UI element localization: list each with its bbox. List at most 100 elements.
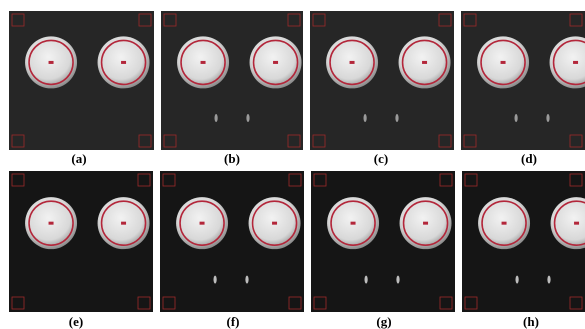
corner-box	[288, 173, 302, 187]
specimen-mark	[363, 114, 367, 123]
dish	[550, 197, 585, 250]
corner-box	[569, 173, 583, 187]
corner-box	[11, 173, 25, 187]
panel-e-image	[9, 171, 153, 312]
specimen-mark	[396, 275, 400, 284]
panel-h-image	[462, 171, 585, 312]
corner-box	[11, 134, 25, 148]
caption-h: (h)	[523, 314, 539, 329]
panel-b-image	[161, 11, 303, 150]
dish-ring	[481, 200, 527, 246]
dish-ring	[480, 39, 526, 86]
dish-marker	[349, 60, 355, 64]
corner-box	[569, 13, 583, 27]
corner-box	[569, 296, 583, 310]
dish-marker	[48, 60, 54, 64]
caption-f: (f)	[226, 314, 240, 329]
corner-box	[463, 134, 477, 148]
dish-ring	[100, 200, 147, 246]
corner-box	[463, 13, 477, 27]
corner-box	[137, 296, 151, 310]
corner-box	[464, 173, 478, 187]
corner-box	[162, 173, 176, 187]
dish-ring	[252, 39, 299, 86]
specimen-mark	[364, 275, 368, 284]
corner-box	[138, 134, 152, 148]
panel-a	[9, 11, 154, 150]
corner-box	[439, 296, 453, 310]
dish-ring	[553, 200, 585, 246]
caption-g: (g)	[376, 314, 392, 329]
corner-box	[438, 13, 452, 27]
dish-ring	[402, 200, 449, 246]
dish	[549, 36, 585, 89]
corner-box	[439, 173, 453, 187]
dish-marker	[350, 221, 356, 225]
corner-box	[11, 13, 25, 27]
dish-ring	[251, 200, 298, 246]
corner-box	[438, 134, 452, 148]
panel-d	[461, 11, 585, 150]
panel-a-image	[9, 11, 154, 150]
corner-box	[569, 134, 583, 148]
specimen-mark	[246, 114, 250, 123]
caption-c: (c)	[373, 151, 389, 166]
dish-marker	[199, 221, 205, 225]
specimen-mark	[515, 275, 519, 284]
dish-marker	[200, 60, 206, 64]
caption-a: (a)	[71, 151, 87, 166]
caption-e: (e)	[68, 314, 84, 329]
dish-marker	[422, 60, 428, 64]
specimen-mark	[245, 275, 249, 284]
dish-marker	[48, 221, 54, 225]
panel-b	[161, 11, 303, 150]
specimen-mark	[395, 114, 399, 123]
specimen-mark	[547, 275, 551, 284]
dish-ring	[180, 39, 226, 86]
dish-marker	[573, 60, 579, 64]
caption-d: (d)	[521, 151, 537, 166]
corner-box	[162, 296, 176, 310]
dish-ring	[28, 39, 74, 86]
specimen-mark	[213, 275, 217, 284]
corner-box	[287, 134, 301, 148]
panel-g-image	[311, 171, 455, 312]
dish-marker	[273, 60, 279, 64]
dish-marker	[500, 60, 506, 64]
panel-g	[311, 171, 455, 312]
corner-box	[137, 173, 151, 187]
panel-h	[462, 171, 585, 312]
dish-ring	[552, 39, 585, 86]
corner-box	[312, 134, 326, 148]
corner-box	[464, 296, 478, 310]
dish-ring	[329, 39, 375, 86]
panel-f-image	[160, 171, 304, 312]
specimen-mark	[514, 114, 518, 123]
dish-marker	[121, 60, 127, 64]
caption-b: (b)	[224, 151, 240, 166]
specimen-mark	[546, 114, 550, 123]
panel-e	[9, 171, 153, 312]
corner-box	[313, 296, 327, 310]
dish-marker	[423, 221, 429, 225]
dish-marker	[121, 221, 127, 225]
corner-box	[312, 13, 326, 27]
specimen-mark	[214, 114, 218, 123]
dish-marker	[501, 221, 507, 225]
corner-box	[313, 173, 327, 187]
corner-box	[11, 296, 25, 310]
dish-ring	[28, 200, 74, 246]
dish-ring	[179, 200, 225, 246]
panel-f	[160, 171, 304, 312]
corner-box	[163, 13, 177, 27]
dish-ring	[401, 39, 448, 86]
dish-ring	[100, 39, 147, 86]
dish-marker	[574, 221, 580, 225]
dish-ring	[330, 200, 376, 246]
corner-box	[287, 13, 301, 27]
panel-c	[310, 11, 454, 150]
corner-box	[138, 13, 152, 27]
dish-marker	[272, 221, 278, 225]
panel-c-image	[310, 11, 454, 150]
corner-box	[288, 296, 302, 310]
